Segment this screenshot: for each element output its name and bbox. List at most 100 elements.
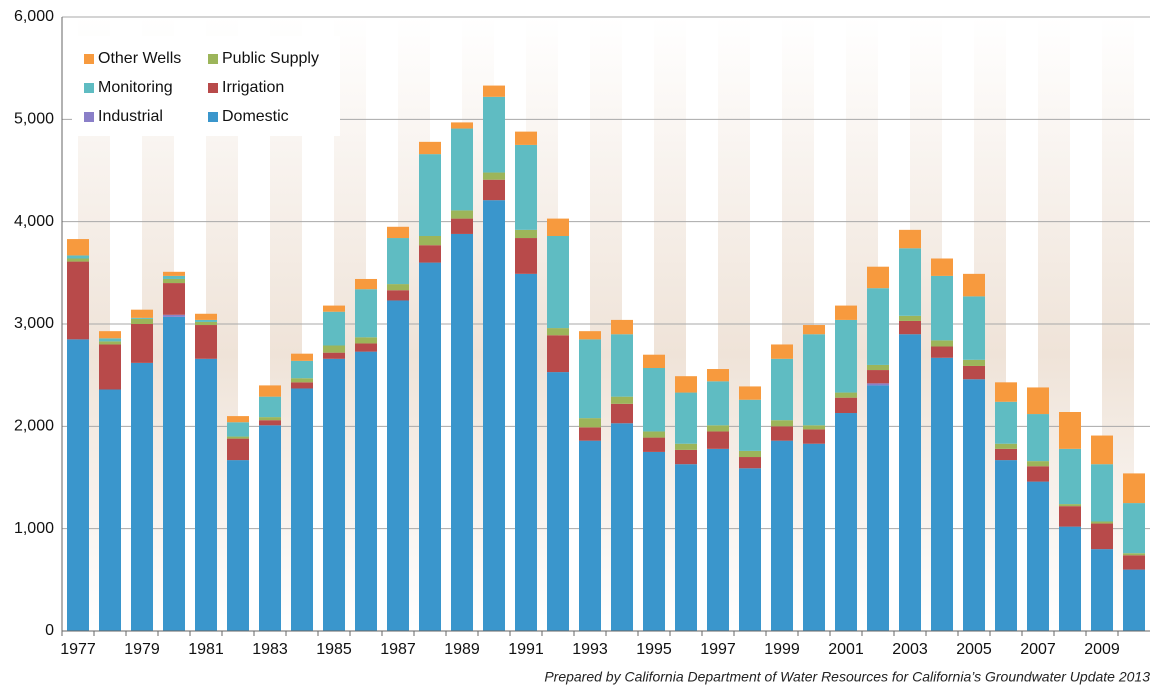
bar-segment [963, 379, 985, 631]
bar-segment [579, 427, 601, 441]
x-tick-label: 1979 [124, 641, 160, 658]
bar-segment [643, 451, 665, 631]
bar-segment [1091, 435, 1113, 465]
x-tick-label: 1977 [60, 641, 96, 658]
bar-segment [835, 392, 857, 398]
bar-segment [451, 233, 473, 632]
y-tick-label: 4,000 [14, 213, 54, 230]
bar-segment [771, 426, 793, 441]
bar-segment [67, 239, 89, 256]
bar-segment [387, 226, 409, 239]
bar-segment [643, 354, 665, 369]
bar-segment [643, 431, 665, 438]
bar-segment [1059, 526, 1081, 631]
bar-segment [835, 413, 857, 631]
x-tick-label: 1995 [636, 641, 672, 658]
bar-segment [323, 311, 345, 346]
bar-segment [899, 248, 921, 316]
bar-segment [99, 389, 121, 631]
x-tick-label: 2003 [892, 641, 928, 658]
bar-segment [259, 420, 281, 426]
bar-segment [451, 128, 473, 211]
bar-segment [131, 362, 153, 631]
bar-segment [867, 383, 889, 386]
x-tick-label: 1991 [508, 641, 544, 658]
bar-segment [931, 275, 953, 341]
bar-segment [707, 425, 729, 432]
bar-segment [355, 337, 377, 344]
bar-segment [963, 273, 985, 297]
bar-segment [675, 392, 697, 444]
bar-segment [899, 334, 921, 631]
bar-segment [611, 423, 633, 631]
bar-segment [227, 438, 249, 461]
bar-segment [419, 245, 441, 263]
x-tick-label: 2001 [828, 641, 864, 658]
bar-segment [387, 238, 409, 285]
bar-segment [1091, 549, 1113, 631]
bar-segment [1059, 412, 1081, 449]
bar-segment [547, 235, 569, 329]
bar-segment [163, 283, 185, 315]
bar-segment [835, 397, 857, 414]
bar-segment [195, 321, 217, 326]
bar-segment [323, 352, 345, 359]
bar-segment [931, 357, 953, 631]
bar-segment [771, 344, 793, 359]
bar-segment [227, 460, 249, 631]
bar-segment [195, 319, 217, 322]
bar-segment [547, 335, 569, 373]
legend-swatch [208, 54, 218, 64]
bar-segment [355, 351, 377, 631]
bar-segment [387, 290, 409, 301]
bar-segment [803, 425, 825, 430]
bar-segment [803, 443, 825, 631]
legend-label: Monitoring [98, 79, 173, 96]
bar-segment [579, 418, 601, 428]
bar-segment [867, 385, 889, 631]
bar-segment [323, 345, 345, 353]
legend-swatch [84, 54, 94, 64]
y-tick-label: 2,000 [14, 418, 54, 435]
bar-segment [515, 273, 537, 631]
bar-segment [131, 318, 153, 324]
bar-segment [707, 381, 729, 426]
bar-segment [227, 436, 249, 439]
bar-segment [547, 328, 569, 336]
bar-segment [451, 122, 473, 129]
bar-segment [867, 266, 889, 289]
bar-segment [99, 344, 121, 390]
bar-segment [995, 448, 1017, 461]
bar-segment [163, 271, 185, 276]
bar-segment [963, 359, 985, 366]
bar-segment [675, 376, 697, 393]
bar-segment [1059, 506, 1081, 527]
bar-segment [483, 85, 505, 97]
bar-segment [1123, 503, 1145, 554]
x-tick-label: 2009 [1084, 641, 1120, 658]
bar-segment [579, 440, 601, 631]
bar-segment [771, 440, 793, 631]
bar-segment [291, 388, 313, 631]
bar-segment [1123, 553, 1145, 556]
bar-segment [323, 358, 345, 631]
bar-segment [419, 141, 441, 155]
bar-segment [611, 396, 633, 404]
bar-segment [195, 325, 217, 359]
bar-segment [1123, 555, 1145, 570]
bar-segment [387, 284, 409, 291]
bar-segment [355, 343, 377, 352]
bar-segment [739, 457, 761, 469]
x-tick-label: 1997 [700, 641, 736, 658]
bar-segment [483, 179, 505, 201]
bar-segment [67, 255, 89, 259]
bar-segment [131, 324, 153, 363]
legend-swatch [84, 112, 94, 122]
bar-segment [675, 443, 697, 450]
x-tick-label: 2007 [1020, 641, 1056, 658]
bar-segment [131, 317, 153, 319]
x-tick-label: 1985 [316, 641, 352, 658]
bar-segment [963, 296, 985, 360]
y-tick-label: 6,000 [14, 8, 54, 25]
